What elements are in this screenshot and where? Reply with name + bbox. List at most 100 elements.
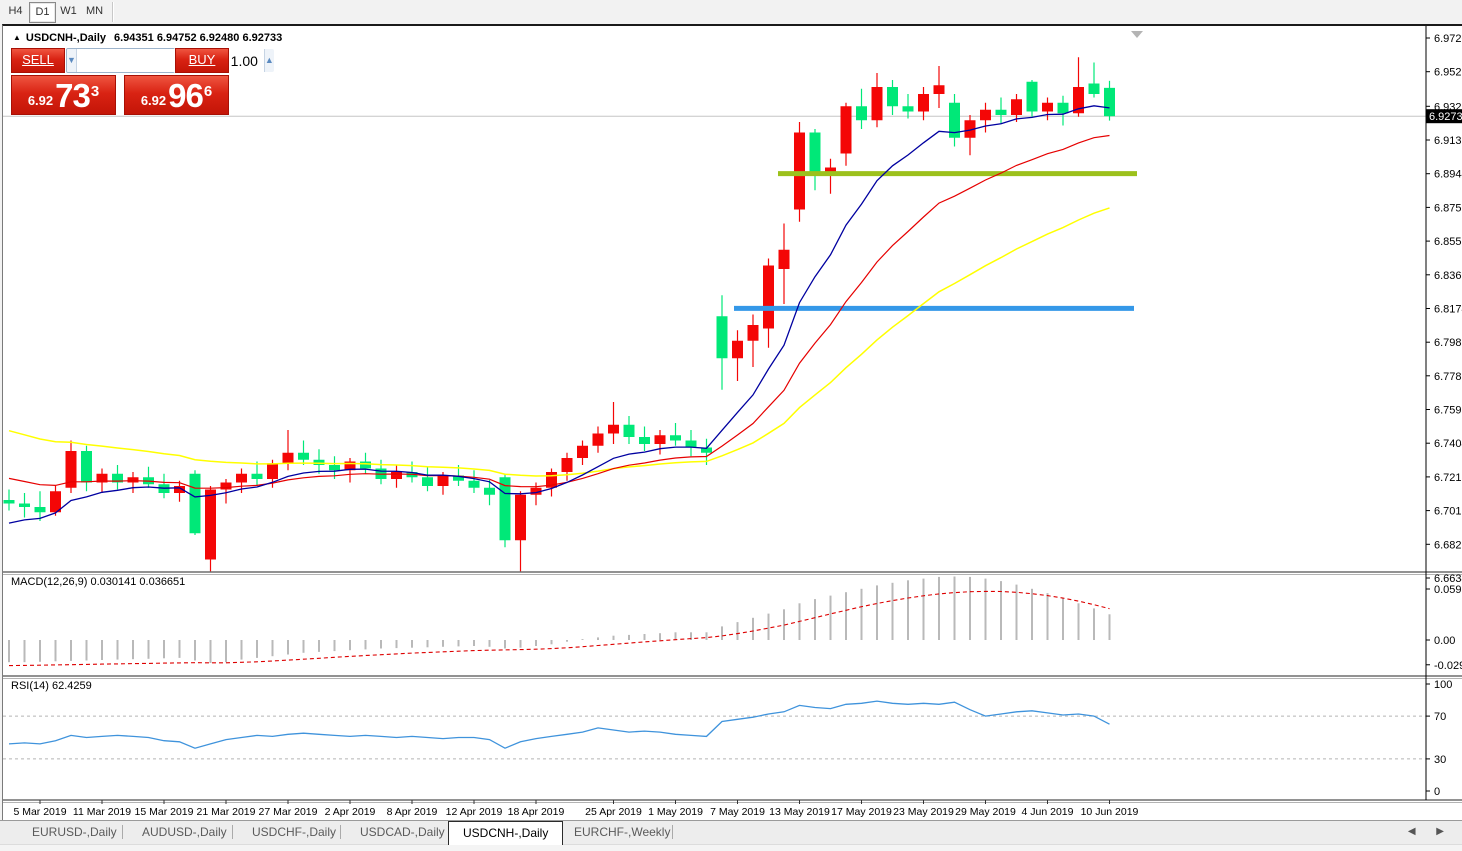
sell-price-big: 73 [55,77,91,114]
svg-text:4 Jun 2019: 4 Jun 2019 [1022,806,1074,818]
timeframe-mn-button[interactable]: MN [85,5,104,17]
volume-decrease-icon[interactable]: ▼ [67,49,77,72]
tab-eurusd-daily[interactable]: EURUSD-,Daily [32,825,117,839]
moving-averages-layer [8,105,1110,524]
fast-ema [8,105,1110,524]
svg-text:6.75970: 6.75970 [1434,405,1462,417]
chart-canvas[interactable]: 6.972006.952756.932956.913706.894456.875… [3,26,1462,819]
macd-indicator-label: MACD(12,26,9) 0.030141 0.036651 [11,576,186,588]
svg-text:100: 100 [1434,679,1452,691]
svg-text:6.87520: 6.87520 [1434,202,1462,214]
svg-text:6.79820: 6.79820 [1434,337,1462,349]
volume-input[interactable] [76,49,264,72]
svg-text:0: 0 [1434,786,1440,798]
buy-price-pip: 6 [203,83,213,100]
svg-text:6.85595: 6.85595 [1434,236,1462,248]
svg-text:0.0598: 0.0598 [1434,584,1462,596]
rsi-line [8,700,1110,749]
svg-text:1 May 2019: 1 May 2019 [648,806,703,818]
svg-text:2 Apr 2019: 2 Apr 2019 [325,806,376,818]
symbol-period-label: USDCNH-,Daily [25,32,106,44]
horizontal-trendlines [734,171,1137,311]
buy-price-panel[interactable]: 6.92 96 6 [124,75,229,115]
autoscroll-marker-icon [1131,31,1143,38]
chart-tab-bar: EURUSD-,Daily AUDUSD-,Daily USDCHF-,Dail… [0,820,1462,845]
volume-spinner: ▼ ▲ [66,48,274,73]
tab-usdcnh-daily[interactable]: USDCNH-,Daily [448,821,564,845]
candles-layer [3,57,1115,572]
svg-text:0.00: 0.00 [1434,635,1455,647]
price-axis[interactable]: 6.972006.952756.932956.913706.894456.875… [1425,26,1462,800]
svg-text:6.74045: 6.74045 [1434,438,1462,450]
tab-divider [232,825,233,839]
svg-text:23 May 2019: 23 May 2019 [893,806,954,818]
svg-text:17 May 2019: 17 May 2019 [831,806,892,818]
volume-increase-icon[interactable]: ▲ [263,49,274,72]
tab-scroll-right-icon[interactable]: ▶ [1436,826,1444,837]
svg-text:6.68270: 6.68270 [1434,539,1462,551]
chart-title: ▲ USDCNH-,Daily 6.94351 6.94752 6.92480 6.… [13,32,282,44]
buy-button[interactable]: BUY [175,48,229,73]
mid-ema [8,134,1110,489]
tab-eurchf-weekly[interactable]: EURCHF-,Weekly [574,825,671,839]
svg-text:21 Mar 2019: 21 Mar 2019 [197,806,256,818]
svg-text:10 Jun 2019: 10 Jun 2019 [1081,806,1139,818]
timeframe-h4-button[interactable]: H4 [8,5,23,17]
svg-text:30: 30 [1434,754,1446,766]
svg-text:6.70195: 6.70195 [1434,506,1462,518]
svg-text:5 Mar 2019: 5 Mar 2019 [13,806,66,818]
buy-price-prefix: 6.92 [140,93,167,108]
ohlc-quote-label: 6.94351 6.94752 6.92480 6.92733 [114,32,283,44]
svg-text:11 Mar 2019: 11 Mar 2019 [73,806,131,818]
svg-text:6.95275: 6.95275 [1434,67,1462,79]
sell-price-panel[interactable]: 6.92 73 3 [11,75,116,115]
svg-text:25 Apr 2019: 25 Apr 2019 [585,806,642,818]
svg-text:6.89445: 6.89445 [1434,169,1462,181]
svg-text:6.91370: 6.91370 [1434,135,1462,147]
svg-text:27 Mar 2019: 27 Mar 2019 [259,806,318,818]
rsi-layer [3,700,1426,760]
chart-window: 6.972006.952756.932956.913706.894456.875… [2,24,1462,821]
svg-text:6.72120: 6.72120 [1434,472,1462,484]
collapse-triangle-icon[interactable]: ▲ [13,33,21,42]
svg-text:6.77895: 6.77895 [1434,371,1462,383]
macd-layer [8,576,1111,667]
svg-text:18 Apr 2019: 18 Apr 2019 [508,806,565,818]
timeframe-toolbar: H4 D1 W1 MN [0,0,1462,24]
current-price-badge: 6.92733 [1429,111,1462,123]
svg-text:7 May 2019: 7 May 2019 [710,806,765,818]
svg-text:6.66345: 6.66345 [1434,573,1462,585]
svg-text:12 Apr 2019: 12 Apr 2019 [446,806,503,818]
sell-button[interactable]: SELL [11,48,65,73]
sell-price-pip: 3 [90,83,100,100]
tab-usdcad-daily[interactable]: USDCAD-,Daily [360,825,445,839]
svg-text:6.81745: 6.81745 [1434,304,1462,316]
svg-text:8 Apr 2019: 8 Apr 2019 [387,806,438,818]
svg-text:-0.029045: -0.029045 [1434,660,1462,672]
timeframe-w1-button[interactable]: W1 [60,5,77,17]
tab-divider [340,825,341,839]
svg-text:15 Mar 2019: 15 Mar 2019 [135,806,194,818]
tab-divider [672,825,673,839]
rsi-indicator-label: RSI(14) 62.4259 [11,680,92,692]
timeframe-d1-button[interactable]: D1 [29,2,56,23]
date-axis[interactable]: 5 Mar 2019 11 Mar 2019 15 Mar 2019 21 Mar 2… [13,800,1139,818]
tab-audusd-daily[interactable]: AUDUSD-,Daily [142,825,227,839]
svg-text:29 May 2019: 29 May 2019 [955,806,1016,818]
buy-price-big: 96 [168,77,204,114]
tab-scroll-left-icon[interactable]: ◀ [1407,826,1416,837]
svg-text:6.97200: 6.97200 [1434,33,1462,45]
svg-text:6.83670: 6.83670 [1434,270,1462,282]
pane-separators [3,571,1462,803]
svg-text:70: 70 [1434,711,1446,723]
status-strip [0,844,1462,851]
tab-usdchf-daily[interactable]: USDCHF-,Daily [252,825,336,839]
sell-price-prefix: 6.92 [27,93,54,108]
svg-text:13 May 2019: 13 May 2019 [769,806,830,818]
toolbar-divider [112,2,114,22]
tab-scroll-arrows: ◀ ▶ [1390,821,1444,843]
macd-signal-line [8,590,1110,667]
slow-ema [8,207,1110,477]
